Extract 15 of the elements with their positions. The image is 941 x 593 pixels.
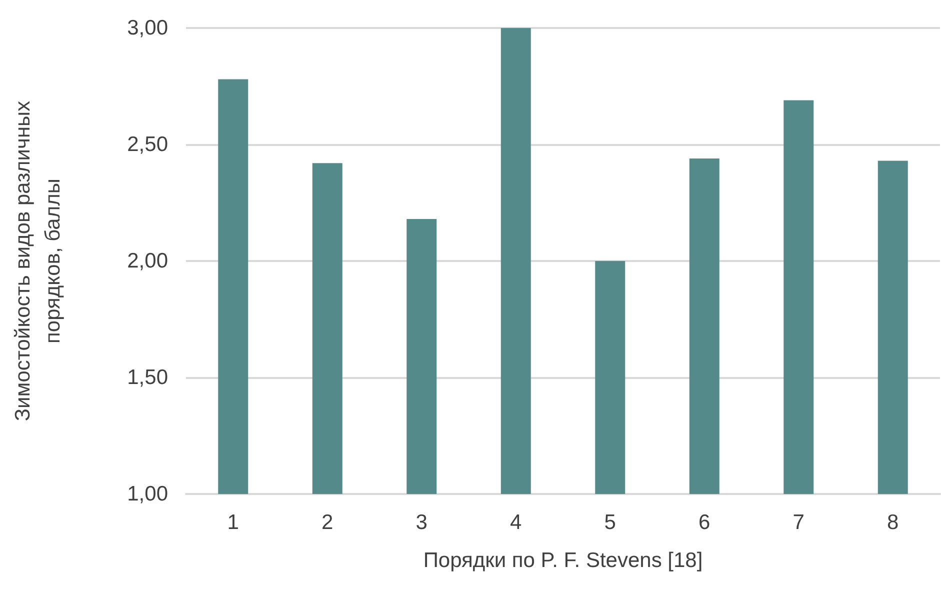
x-tick-label: 7 xyxy=(792,511,804,534)
y-tick-label: 3,00 xyxy=(127,16,168,40)
y-tick-label: 2,50 xyxy=(127,133,168,156)
y-tick-label: 1,50 xyxy=(127,366,168,389)
x-tick-label: 1 xyxy=(227,511,239,534)
x-tick-label: 6 xyxy=(698,511,710,534)
y-tick-label: 2,00 xyxy=(127,250,168,272)
x-tick-label: 2 xyxy=(322,511,334,534)
x-tick-label: 3 xyxy=(416,511,428,534)
y-tick-label: 1,00 xyxy=(127,482,168,506)
x-tick-label: 8 xyxy=(887,511,899,534)
y-axis-title: Зимостойкость видов различных порядков, баллы xyxy=(12,100,64,422)
x-tick-label: 5 xyxy=(604,511,616,534)
x-tick-label: 4 xyxy=(510,511,522,534)
x-axis-title: Порядки по P. F. Stevens [18] xyxy=(423,549,703,572)
